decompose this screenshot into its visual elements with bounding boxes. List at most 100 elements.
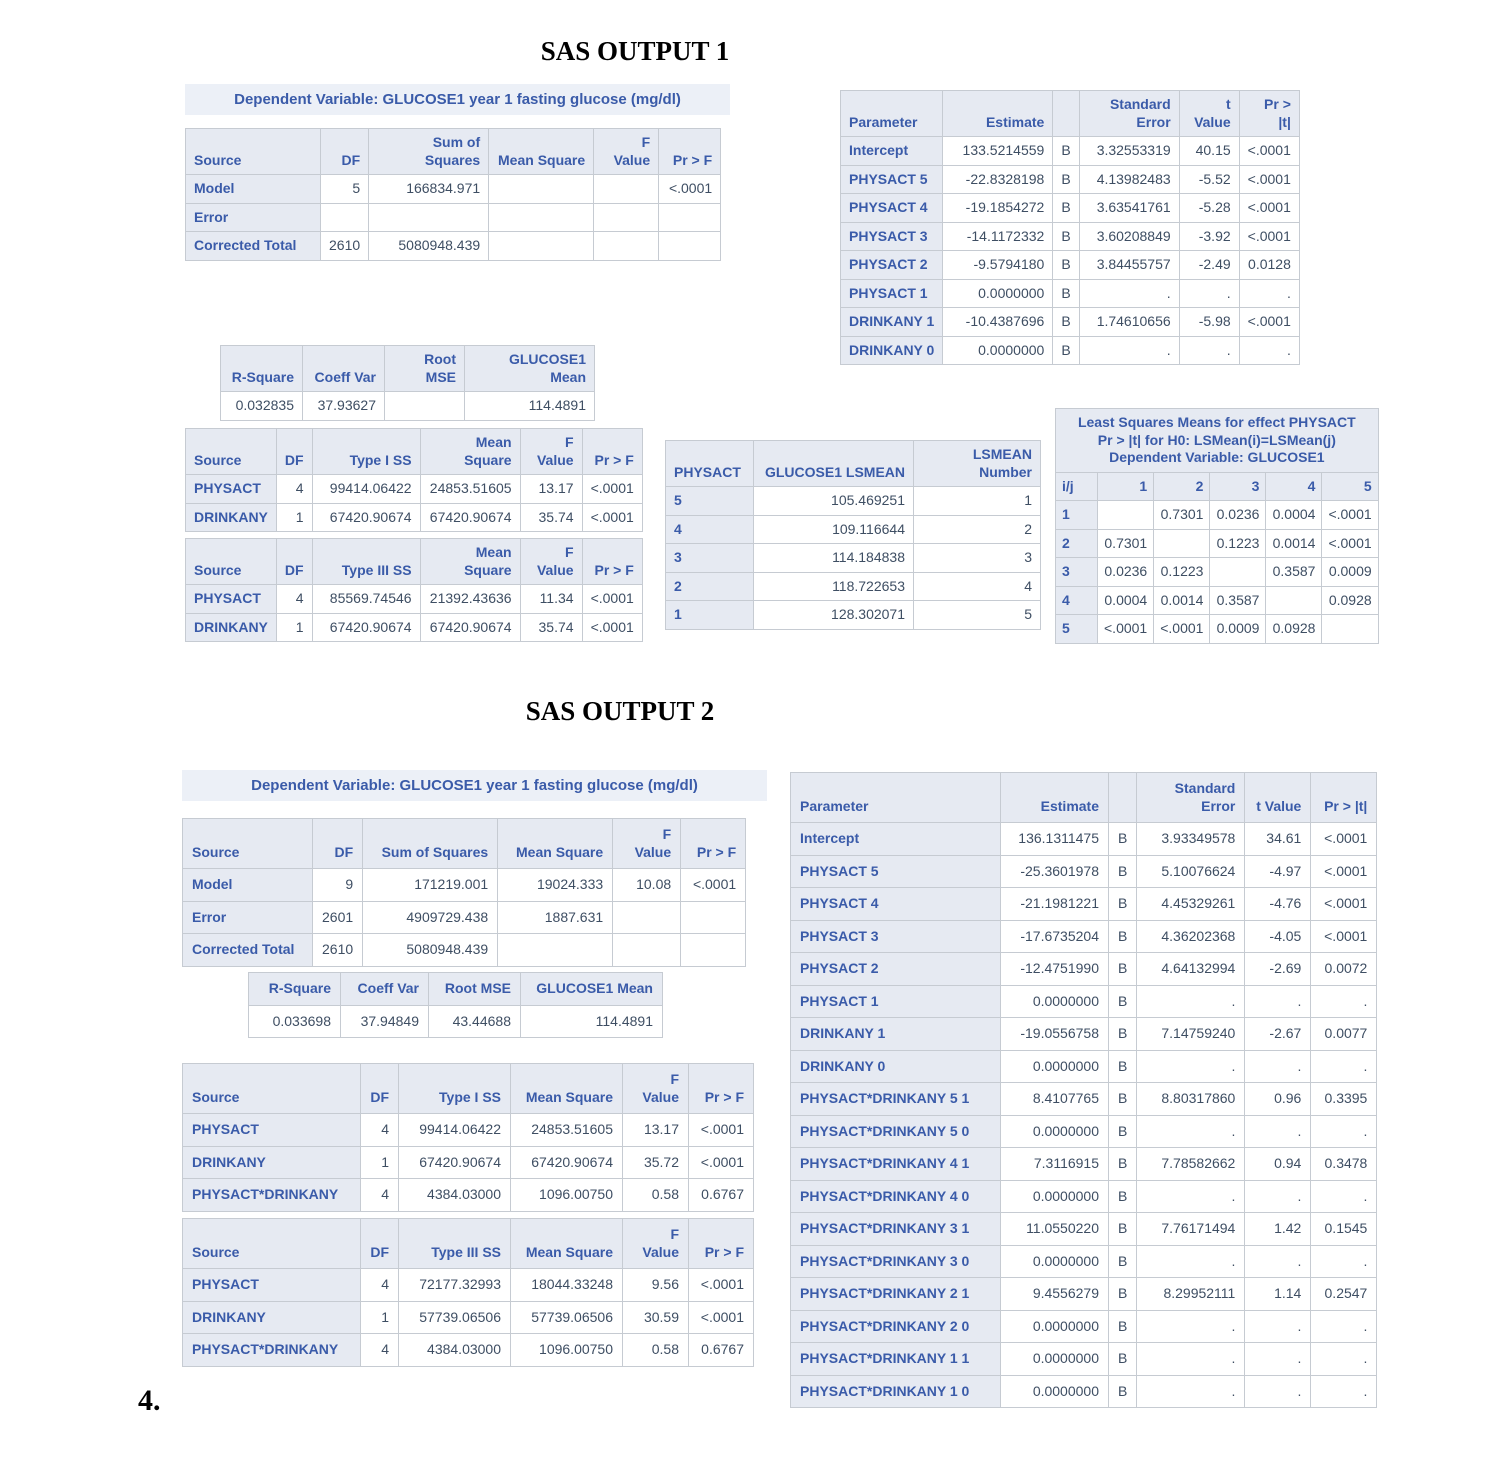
data-cell: B	[1107, 854, 1138, 888]
fit-statistics-table-1: R-Square Coeff Var Root MSE GLUCOSE1 Mean 0.…	[220, 345, 595, 421]
data-cell: 4	[275, 474, 313, 504]
data-cell: .	[1238, 278, 1300, 308]
table-row: 5 105.469251 1	[665, 486, 1041, 516]
column-header: LSMEAN Number	[913, 440, 1041, 487]
row-header-cell: PHYSACT 2	[790, 952, 1001, 986]
data-cell: 85569.74546	[311, 584, 421, 614]
row-header-cell: PHYSACT 3	[790, 919, 1001, 953]
lsmeans-table: PHYSACT GLUCOSE1 LSMEAN LSMEAN Number 5 105.…	[665, 440, 1041, 630]
column-header: DF	[360, 1218, 399, 1269]
row-header-cell: PHYSACT	[185, 474, 277, 504]
data-cell: .	[1310, 1244, 1378, 1278]
data-cell: 0.0000000	[942, 335, 1054, 365]
row-header-cell: PHYSACT*DRINKANY	[182, 1333, 361, 1367]
data-cell: <.0001	[1310, 887, 1378, 921]
data-cell: 43.44688	[428, 1004, 521, 1038]
parameter-estimates-table-1: Parameter Estimate Standard Error t Value Pr…	[839, 90, 1300, 365]
row-header-cell: DRINKANY 1	[839, 307, 944, 337]
data-cell: B	[1107, 1114, 1138, 1148]
table-row: DRINKANY 1 67420.90674 67420.90674 35.74 <.00…	[185, 612, 643, 642]
data-cell: 0.58	[622, 1178, 689, 1212]
table-row: 1 128.302071 5	[665, 600, 1041, 630]
data-cell: -17.6735204	[1000, 919, 1109, 953]
column-header: Pr > F	[581, 538, 643, 585]
row-header-cell: 5	[1055, 614, 1098, 644]
row-header-cell: PHYSACT 5	[790, 854, 1001, 888]
data-cell	[593, 231, 660, 261]
data-cell: 37.94849	[340, 1004, 429, 1038]
column-header: R-Square	[248, 972, 341, 1006]
data-cell: 0.0000000	[1000, 984, 1109, 1018]
data-cell: 5	[319, 174, 370, 204]
data-cell: .	[1310, 1179, 1378, 1213]
row-header-cell: 1	[665, 600, 754, 630]
data-cell: 11.34	[519, 584, 583, 614]
data-cell: 0.0004	[1265, 500, 1323, 530]
data-cell: <.0001	[1238, 136, 1300, 166]
row-header-cell: Corrected Total	[185, 231, 321, 261]
data-cell	[1209, 557, 1267, 587]
data-cell: 0.0009	[1321, 557, 1379, 587]
data-cell: .	[1078, 335, 1180, 365]
row-header-cell: DRINKANY 0	[790, 1049, 1001, 1083]
column-header: Standard Error	[1136, 772, 1246, 823]
table-row: Intercept 136.1311475 B 3.93349578 34.61 <.00…	[790, 822, 1378, 856]
row-header-cell: Error	[185, 202, 321, 232]
data-cell: .	[1136, 1309, 1246, 1343]
data-cell: 67420.90674	[311, 502, 421, 532]
data-cell: .	[1244, 984, 1312, 1018]
row-header-cell: PHYSACT	[185, 584, 277, 614]
data-cell: .	[1310, 984, 1378, 1018]
table-row: Model 5 166834.971 <.0001	[185, 174, 722, 204]
table-row: DRINKANY 1 67420.90674 67420.90674 35.74 <.00…	[185, 502, 643, 532]
column-header: F Value	[612, 818, 682, 869]
data-cell: 11.0550220	[1000, 1212, 1109, 1246]
data-cell	[488, 174, 595, 204]
data-cell: -9.5794180	[942, 250, 1054, 280]
data-cell: 0.0000000	[1000, 1342, 1109, 1376]
table-row: PHYSACT*DRINKANY 1 0 0.0000000 B...	[790, 1374, 1378, 1408]
data-cell: <.0001	[1238, 221, 1300, 251]
table-row: PHYSACT*DRINKANY 2 0 0.0000000 B...	[790, 1309, 1378, 1343]
data-cell: 133.5214559	[942, 136, 1054, 166]
data-cell: 30.59	[622, 1300, 689, 1334]
data-cell	[612, 900, 682, 934]
column-header: 4	[1265, 471, 1323, 501]
data-cell: B	[1052, 164, 1080, 194]
data-cell: 0.0014	[1153, 585, 1211, 615]
data-cell: 99414.06422	[311, 474, 421, 504]
column-header: Sum of Squares	[362, 818, 499, 869]
table-row: PHYSACT 3 -14.1172332 B 3.60208849 -3.92 <.00…	[839, 221, 1300, 251]
data-cell: -5.98	[1178, 307, 1240, 337]
data-cell: 128.302071	[753, 600, 914, 630]
data-cell: 0.0000000	[1000, 1309, 1109, 1343]
column-header: Pr > F	[688, 1218, 754, 1269]
data-cell: B	[1107, 984, 1138, 1018]
data-cell: 0.94	[1244, 1147, 1312, 1181]
column-header: t Value	[1244, 772, 1312, 823]
data-cell: 13.17	[519, 474, 583, 504]
data-cell	[384, 391, 465, 421]
data-cell: 4.13982483	[1078, 164, 1180, 194]
column-header: F Value	[622, 1063, 689, 1114]
data-cell: -19.0556758	[1000, 1017, 1109, 1051]
table-row: PHYSACT*DRINKANY 1 1 0.0000000 B...	[790, 1342, 1378, 1376]
data-cell: -10.4387696	[942, 307, 1054, 337]
column-header: DF	[360, 1063, 399, 1114]
column-header: Estimate	[1000, 772, 1109, 823]
data-cell: 67420.90674	[398, 1145, 511, 1179]
data-cell: B	[1107, 1277, 1138, 1311]
row-header-cell: DRINKANY	[185, 612, 277, 642]
data-cell: 0.3587	[1265, 557, 1323, 587]
data-cell	[612, 933, 682, 967]
data-cell: 0.7301	[1096, 528, 1155, 558]
data-cell: 0.1545	[1310, 1212, 1378, 1246]
data-cell: -21.1981221	[1000, 887, 1109, 921]
column-header: GLUCOSE1 Mean	[520, 972, 663, 1006]
table-row: Error	[185, 202, 722, 232]
data-cell: 67420.90674	[311, 612, 421, 642]
data-cell: <.0001	[1238, 164, 1300, 194]
column-header: Root MSE	[384, 345, 465, 392]
data-cell: B	[1107, 1342, 1138, 1376]
